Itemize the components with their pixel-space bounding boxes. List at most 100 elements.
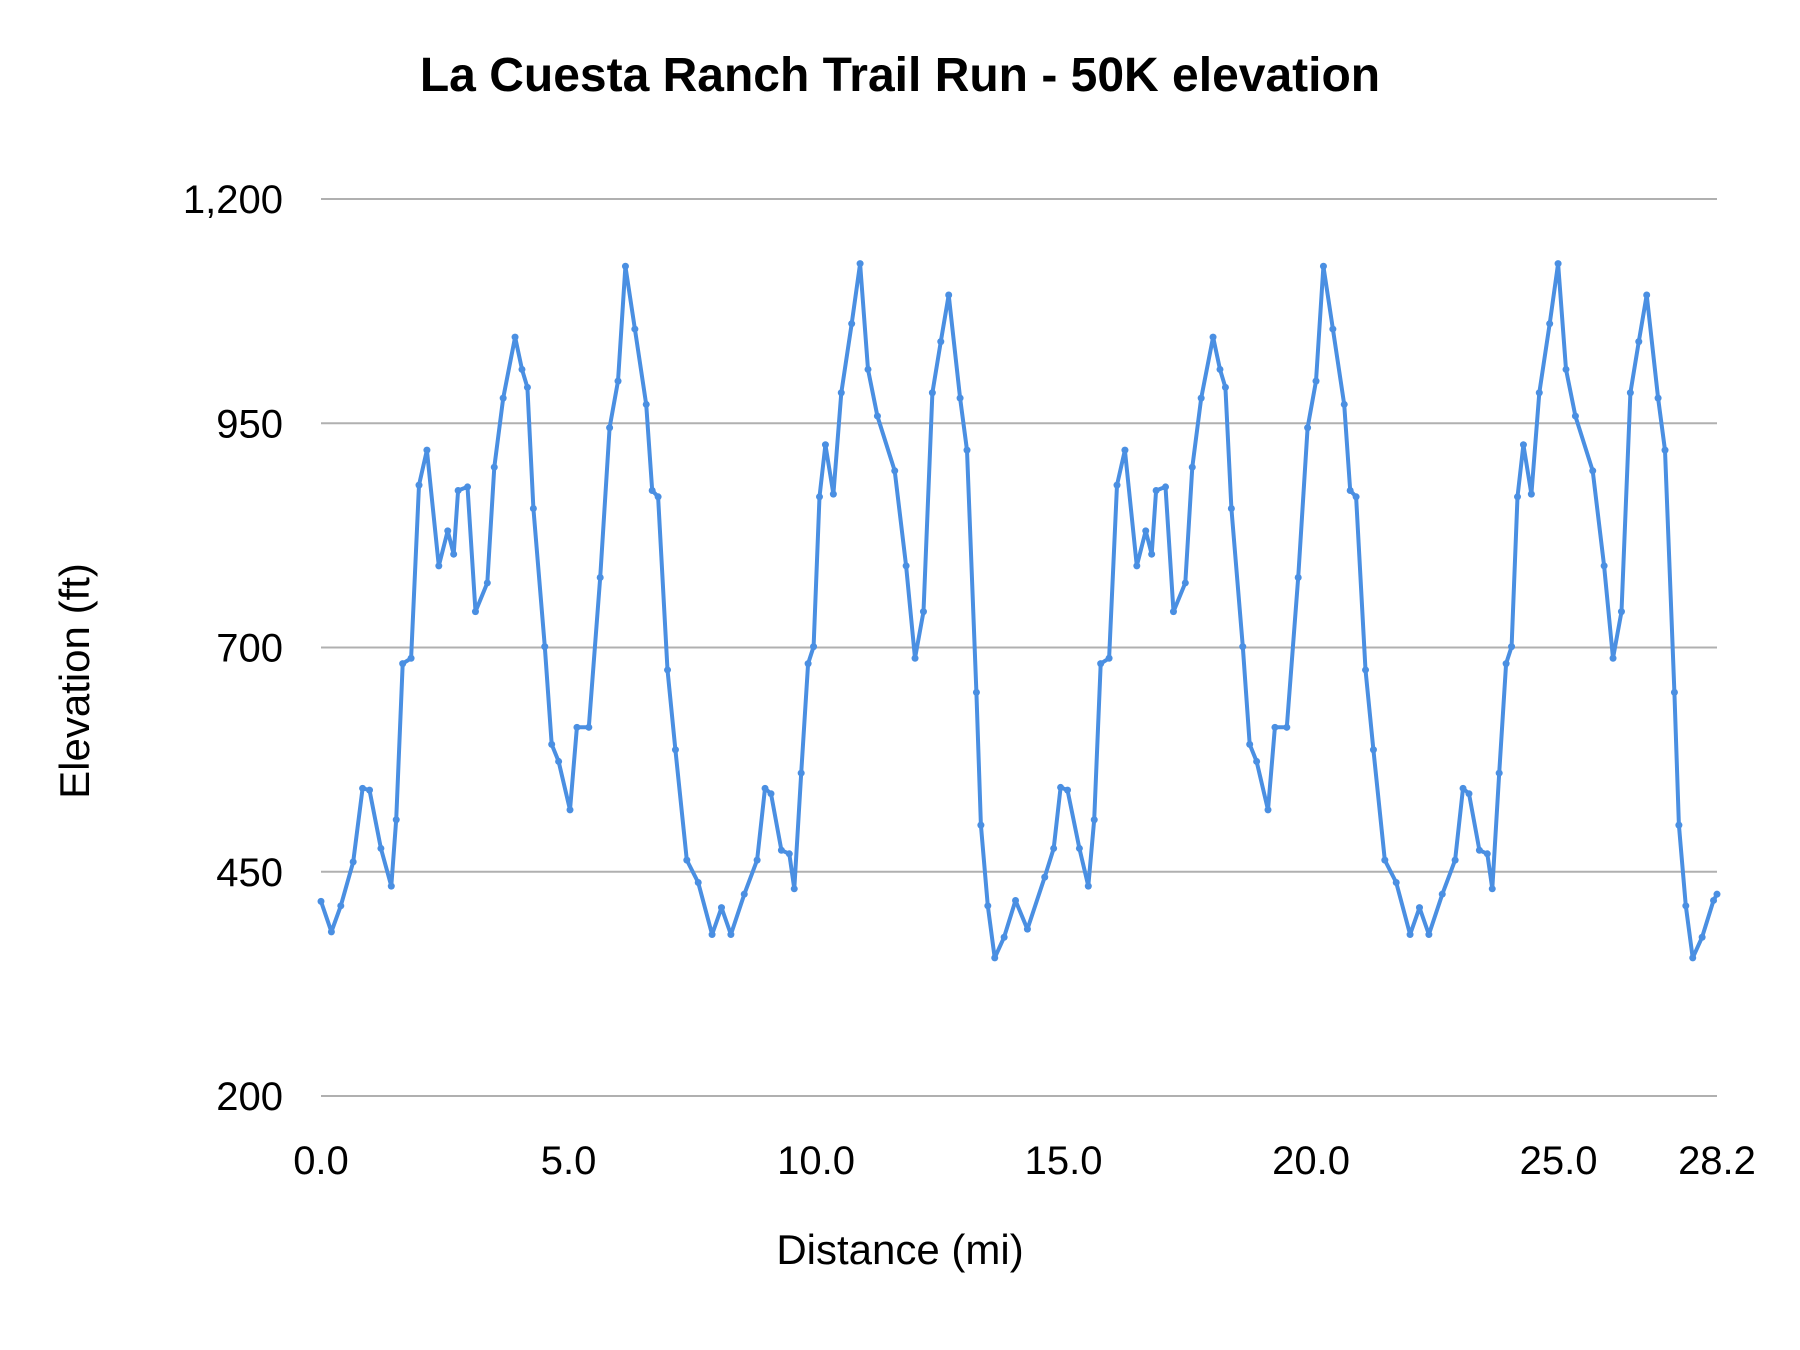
data-point	[499, 394, 507, 402]
x-tick-label: 15.0	[1025, 1139, 1103, 1183]
data-point	[1097, 660, 1105, 668]
data-point	[1113, 481, 1121, 489]
data-point	[1050, 844, 1058, 852]
data-point	[708, 931, 716, 939]
data-point	[1090, 816, 1098, 824]
data-point	[1514, 493, 1522, 501]
x-tick-label: 25.0	[1520, 1139, 1598, 1183]
data-point	[450, 550, 458, 558]
data-point	[614, 377, 622, 385]
data-point	[1329, 325, 1337, 333]
data-point	[529, 504, 537, 512]
data-point	[1617, 608, 1625, 616]
data-point	[566, 806, 574, 814]
data-point	[1415, 904, 1423, 912]
y-tick-label: 700	[216, 627, 283, 671]
data-point	[1148, 550, 1156, 558]
data-point	[1294, 574, 1302, 582]
y-tick-label: 1,200	[183, 178, 283, 222]
data-point	[785, 850, 793, 858]
data-point	[790, 885, 798, 893]
chart-title: La Cuesta Ranch Trail Run - 50K elevatio…	[419, 49, 1381, 102]
data-point	[585, 723, 593, 731]
data-point	[1169, 608, 1177, 616]
data-point	[991, 954, 999, 962]
data-point	[1562, 365, 1570, 373]
data-point	[648, 487, 656, 495]
data-point	[1710, 896, 1718, 904]
data-point	[1508, 643, 1516, 651]
data-point	[1216, 365, 1224, 373]
data-point	[671, 746, 679, 754]
data-point	[1406, 931, 1414, 939]
data-point	[1698, 933, 1706, 941]
data-point	[1209, 333, 1217, 341]
data-point	[1362, 666, 1370, 674]
data-point	[1675, 821, 1683, 829]
data-point	[902, 562, 910, 570]
data-point	[1535, 389, 1543, 397]
data-point	[1340, 400, 1348, 408]
data-point	[810, 643, 818, 651]
data-point	[804, 660, 812, 668]
data-point	[1643, 291, 1651, 299]
data-point	[891, 467, 899, 475]
data-point	[1084, 882, 1092, 890]
data-point	[1670, 688, 1678, 696]
data-point	[518, 365, 526, 373]
data-point	[1661, 446, 1669, 454]
data-point	[1352, 493, 1360, 501]
data-point	[548, 740, 556, 748]
data-point	[797, 769, 805, 777]
data-point	[1609, 654, 1617, 662]
data-point	[1425, 931, 1433, 939]
data-point	[664, 666, 672, 674]
data-point	[523, 383, 531, 391]
data-point	[1475, 846, 1483, 854]
y-tick-label: 450	[216, 851, 283, 895]
data-point	[511, 333, 519, 341]
data-point	[848, 320, 856, 328]
data-point	[1682, 902, 1690, 910]
data-point	[928, 389, 936, 397]
data-point	[1133, 562, 1141, 570]
data-point	[1152, 487, 1160, 495]
data-point	[1600, 562, 1608, 570]
data-point	[1057, 783, 1065, 791]
data-point	[1227, 504, 1235, 512]
data-point	[1483, 850, 1491, 858]
data-point	[606, 424, 614, 432]
data-point	[642, 400, 650, 408]
data-point	[1635, 338, 1643, 346]
data-point	[1527, 490, 1535, 498]
data-point	[377, 844, 385, 852]
data-point	[740, 890, 748, 898]
data-point	[349, 858, 357, 866]
data-point	[767, 790, 775, 798]
x-tick-label: 0.0	[293, 1139, 349, 1183]
data-point	[1188, 463, 1196, 471]
data-point	[761, 784, 769, 792]
data-point	[829, 490, 837, 498]
data-point	[1713, 890, 1721, 898]
data-point	[1023, 925, 1031, 933]
data-point	[777, 846, 785, 854]
data-point	[963, 446, 971, 454]
data-point	[1064, 786, 1072, 794]
data-point	[1519, 441, 1527, 449]
data-point	[1041, 873, 1049, 881]
x-tick-label: 5.0	[541, 1139, 597, 1183]
data-point	[1392, 879, 1400, 887]
data-point	[471, 608, 479, 616]
data-point	[1121, 446, 1129, 454]
data-point	[490, 463, 498, 471]
data-point	[366, 786, 374, 794]
data-point	[1459, 784, 1467, 792]
data-point	[1465, 790, 1473, 798]
data-point	[1546, 320, 1554, 328]
data-point	[1312, 377, 1320, 385]
data-point	[359, 784, 367, 792]
data-point	[1381, 856, 1389, 864]
